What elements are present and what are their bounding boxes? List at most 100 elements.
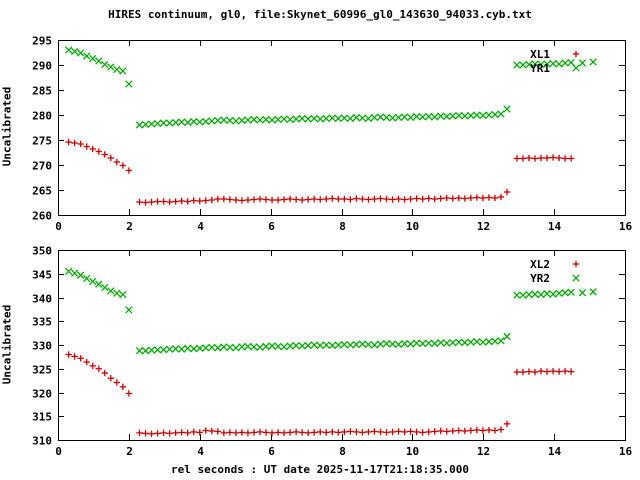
data-point — [406, 340, 415, 348]
data-point — [135, 121, 144, 129]
data-point — [77, 49, 85, 57]
data-point — [388, 114, 397, 122]
data-point — [178, 345, 186, 353]
data-point — [549, 290, 557, 298]
data-point — [95, 280, 103, 288]
data-point — [64, 46, 73, 54]
data-point — [503, 105, 511, 113]
data-point — [334, 341, 342, 349]
data-point — [310, 341, 318, 349]
data-point — [208, 343, 216, 352]
data-point — [431, 113, 439, 121]
data-point — [578, 289, 587, 297]
data-point — [425, 339, 433, 347]
data-point — [256, 116, 264, 124]
legend-label-XL1: XL1 — [530, 48, 550, 61]
data-point — [578, 59, 587, 67]
y-tick-label: 335 — [32, 316, 52, 329]
data-point — [244, 116, 252, 124]
data-point — [382, 339, 391, 348]
legend-marker-YR2 — [572, 274, 580, 282]
x-tick-label: 14 — [548, 220, 562, 233]
x-tick-label: 8 — [339, 220, 346, 233]
y-tick-label: 340 — [32, 293, 52, 306]
data-point — [382, 113, 391, 122]
data-point — [125, 306, 133, 314]
data-point — [178, 118, 186, 126]
plot-panel-bottom: 0 2 4 6 8 10 12 14 16 310 315 320 325 330 335 340 345 350… — [32, 245, 632, 459]
data-point — [165, 345, 174, 353]
data-point — [214, 116, 222, 125]
data-point — [298, 342, 306, 350]
data-point — [286, 115, 294, 124]
data-point — [101, 283, 109, 292]
data-point — [537, 290, 545, 299]
data-point — [519, 61, 527, 69]
x-tick-label: 16 — [619, 445, 633, 458]
legend-label-XL2: XL2 — [530, 258, 550, 271]
data-point — [119, 67, 127, 75]
data-point — [304, 115, 312, 123]
data-point — [232, 344, 240, 352]
data-point — [561, 59, 569, 67]
data-point — [89, 54, 97, 63]
data-point — [184, 118, 192, 127]
x-tick-label: 6 — [268, 220, 275, 233]
data-point — [497, 337, 505, 345]
data-point — [220, 116, 228, 124]
data-point — [286, 342, 294, 350]
data-point — [513, 291, 521, 299]
x-tick-label: 10 — [406, 220, 419, 233]
data-point — [370, 113, 379, 122]
data-point — [364, 114, 373, 123]
data-point — [370, 341, 379, 349]
data-point — [171, 118, 180, 127]
data-point — [555, 60, 563, 68]
data-point — [280, 343, 288, 351]
data-point — [425, 112, 433, 121]
data-point — [406, 113, 415, 122]
data-point — [202, 344, 210, 352]
data-point — [358, 340, 367, 348]
data-point — [208, 117, 216, 125]
data-point — [340, 340, 348, 349]
data-point — [159, 346, 168, 354]
data-point — [467, 338, 475, 346]
y-tick-label: 270 — [32, 160, 52, 173]
data-point — [473, 338, 481, 346]
data-point — [298, 114, 306, 123]
data-point — [226, 116, 234, 125]
x-tick-label: 0 — [55, 220, 62, 233]
legend-marker-YR1 — [572, 64, 580, 72]
data-point — [346, 114, 355, 123]
data-point — [262, 115, 270, 124]
data-point — [394, 340, 403, 349]
data-point — [431, 339, 439, 348]
data-point — [376, 113, 385, 121]
data-point — [418, 339, 427, 348]
x-tick-label: 6 — [268, 445, 275, 458]
data-point — [292, 115, 300, 123]
data-point — [232, 117, 240, 125]
data-point — [107, 287, 115, 295]
data-point — [491, 110, 499, 119]
data-point — [83, 274, 91, 283]
y-tick-label: 330 — [32, 340, 52, 353]
data-point — [567, 288, 575, 296]
data-point — [531, 60, 539, 68]
data-point — [503, 332, 511, 341]
y-tick-label: 325 — [32, 364, 52, 377]
data-point — [328, 341, 336, 350]
y-tick-label: 265 — [32, 185, 52, 198]
data-point — [531, 290, 539, 298]
data-point — [153, 119, 162, 128]
data-point — [113, 289, 121, 297]
data-point — [274, 342, 282, 351]
data-point — [125, 80, 133, 88]
data-point — [513, 61, 521, 69]
data-point — [412, 112, 421, 121]
data-point — [119, 290, 127, 299]
data-point — [549, 59, 557, 68]
y-axis-label-top: Uncalibrated — [0, 86, 14, 167]
data-point — [400, 113, 409, 121]
